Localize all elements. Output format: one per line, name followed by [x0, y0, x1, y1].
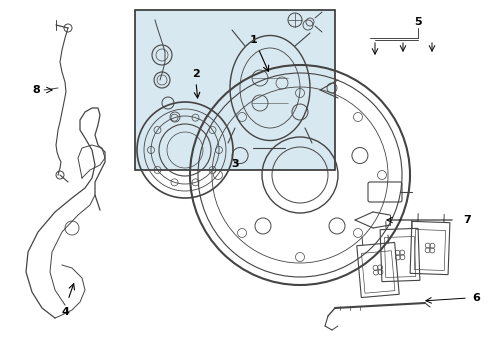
Text: 5: 5 — [414, 17, 422, 27]
Text: 4: 4 — [61, 307, 69, 317]
Text: 8: 8 — [32, 85, 40, 95]
Text: 3: 3 — [231, 159, 239, 169]
Text: 6: 6 — [472, 293, 480, 303]
Text: 1: 1 — [250, 35, 258, 45]
Text: 2: 2 — [192, 69, 200, 79]
Text: 7: 7 — [463, 215, 471, 225]
Bar — [135, 10, 335, 170]
